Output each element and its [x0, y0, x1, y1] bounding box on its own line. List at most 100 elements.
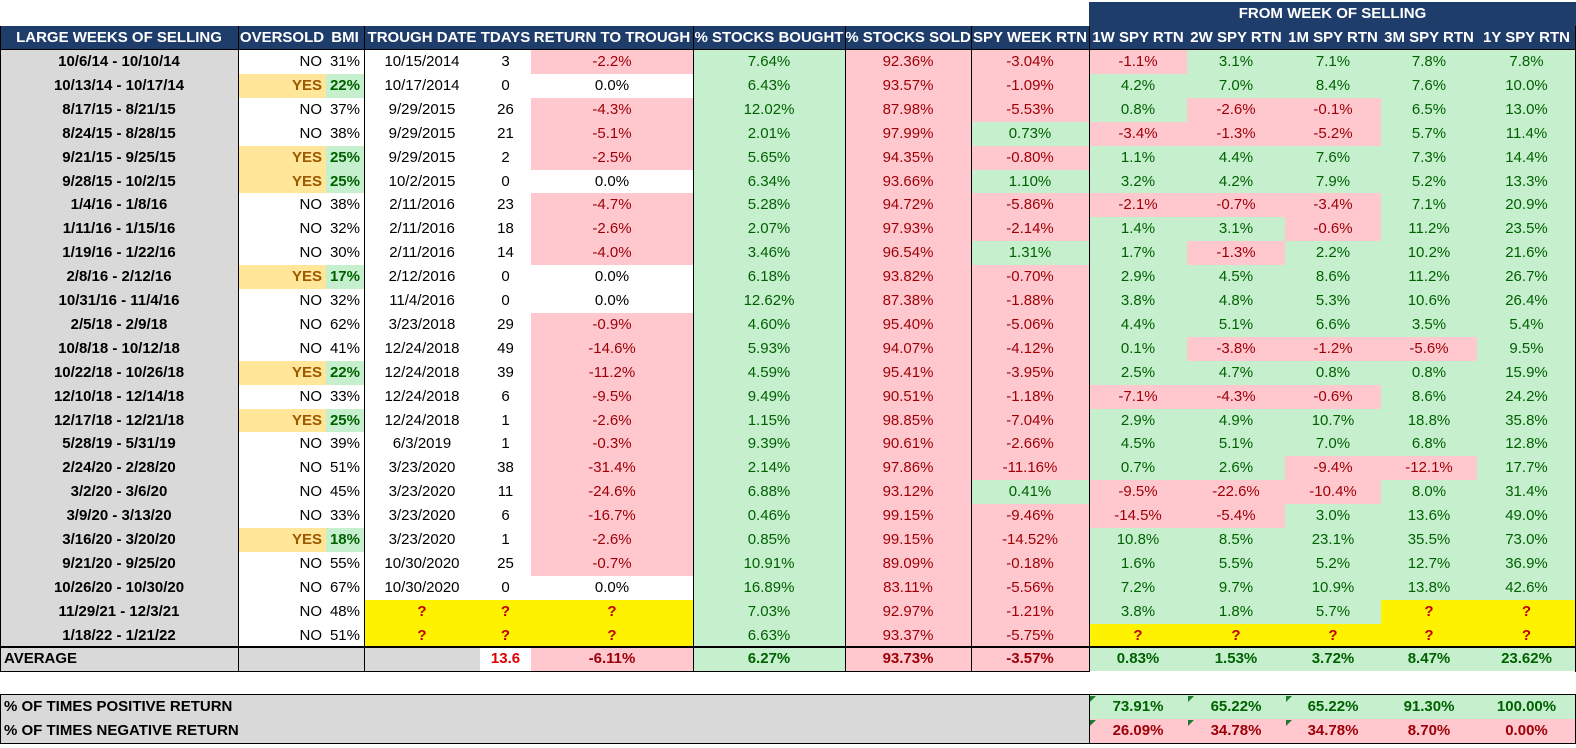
stocks-sold-cell[interactable]: 90.51% — [845, 385, 971, 409]
stocks-bought-cell[interactable]: 7.64% — [693, 50, 845, 74]
stocks-bought-cell[interactable]: 5.93% — [693, 337, 845, 361]
period-cell[interactable]: 3/16/20 - 3/20/20 — [0, 528, 238, 552]
trough-date-cell[interactable]: 2/11/2016 — [389, 196, 455, 213]
spy-1y-cell[interactable]: 35.8% — [1477, 409, 1576, 432]
spy-week-rtn-cell[interactable]: -1.18% — [971, 385, 1089, 409]
trough-date-cell[interactable]: 3/23/2020 — [388, 531, 456, 548]
spy-1w-cell[interactable]: 4.2% — [1089, 74, 1187, 98]
trough-date-cell[interactable]: 2/12/2016 — [388, 268, 456, 285]
stocks-bought-cell[interactable]: 5.65% — [693, 146, 845, 170]
spy-3m-cell[interactable]: 5.2% — [1381, 170, 1477, 193]
average-spy-week-rtn[interactable]: -3.57% — [971, 647, 1089, 671]
stocks-bought-cell[interactable]: 6.18% — [693, 265, 845, 289]
negative-spy-2w[interactable]: 34.78% — [1187, 719, 1285, 743]
stocks-sold-cell[interactable]: 94.35% — [845, 146, 971, 170]
spy-2w-cell[interactable]: 5.1% — [1187, 432, 1285, 456]
header-trough-date[interactable]: TROUGH DATE — [364, 26, 480, 50]
spy-3m-cell[interactable]: 13.6% — [1381, 504, 1477, 528]
spy-2w-cell[interactable]: -3.8% — [1187, 337, 1285, 361]
spy-1m-cell[interactable]: -5.2% — [1285, 122, 1381, 146]
spy-1m-cell[interactable]: 5.3% — [1285, 289, 1381, 313]
bmi-cell[interactable]: 17% — [326, 265, 364, 289]
spy-1m-cell[interactable]: -3.4% — [1285, 193, 1381, 217]
spy-1w-cell[interactable]: 0.1% — [1089, 337, 1187, 361]
period-cell[interactable]: 8/17/15 - 8/21/15 — [0, 98, 238, 122]
trough-date-cell[interactable]: 9/29/2015 — [388, 101, 456, 118]
return-to-trough-cell[interactable]: 0.0% — [594, 268, 630, 285]
oversold-cell[interactable]: YES — [238, 146, 326, 170]
spy-3m-cell[interactable]: ? — [1381, 624, 1477, 648]
spy-1m-cell[interactable]: 10.9% — [1285, 576, 1381, 600]
spy-1w-cell[interactable]: 4.4% — [1089, 313, 1187, 337]
spy-2w-cell[interactable]: 1.8% — [1187, 600, 1285, 624]
spy-1w-cell[interactable]: 1.6% — [1089, 552, 1187, 576]
spy-2w-cell[interactable]: 7.0% — [1187, 74, 1285, 98]
header-spy-2w[interactable]: 2W SPY RTN — [1187, 26, 1285, 50]
header-spy-1m[interactable]: 1M SPY RTN — [1285, 26, 1381, 50]
trough-date-cell[interactable]: ? — [364, 600, 480, 624]
positive-return-label[interactable]: % OF TIMES POSITIVE RETURN — [0, 695, 1089, 719]
header-stocks-sold[interactable]: % STOCKS SOLD — [845, 26, 971, 50]
trough-date-cell[interactable]: 10/30/2020 — [384, 555, 460, 572]
oversold-cell[interactable]: YES — [238, 409, 326, 432]
oversold-cell[interactable]: YES — [238, 361, 326, 385]
spy-week-rtn-cell[interactable]: -2.66% — [971, 432, 1089, 456]
spy-week-rtn-cell[interactable]: -1.21% — [971, 600, 1089, 624]
tdays-cell[interactable]: 26 — [497, 101, 514, 118]
spy-1w-cell[interactable]: 3.8% — [1089, 289, 1187, 313]
spy-week-rtn-cell[interactable]: -2.14% — [971, 217, 1089, 241]
spy-3m-cell[interactable]: 0.8% — [1381, 361, 1477, 385]
spy-1m-cell[interactable]: -0.6% — [1285, 217, 1381, 241]
stocks-bought-cell[interactable]: 7.03% — [693, 600, 845, 624]
bmi-cell[interactable]: 22% — [326, 361, 364, 385]
bmi-cell[interactable]: 18% — [326, 528, 364, 552]
header-return-to-trough[interactable]: RETURN TO TROUGH — [531, 26, 693, 50]
spy-1w-cell[interactable]: -9.5% — [1089, 480, 1187, 504]
stocks-sold-cell[interactable]: 87.98% — [845, 98, 971, 122]
negative-spy-1w[interactable]: 26.09% — [1089, 719, 1187, 743]
spy-1w-cell[interactable]: -2.1% — [1089, 193, 1187, 217]
tdays-cell[interactable]: 0 — [501, 292, 510, 309]
trough-date-cell[interactable]: 3/23/2020 — [388, 483, 456, 500]
spy-1w-cell[interactable]: 2.9% — [1089, 265, 1187, 289]
spy-week-rtn-cell[interactable]: -5.75% — [971, 624, 1089, 648]
spy-3m-cell[interactable]: 7.6% — [1381, 74, 1477, 98]
period-cell[interactable]: 10/31/16 - 11/4/16 — [0, 289, 238, 313]
average-spy-3m[interactable]: 8.47% — [1381, 647, 1477, 671]
period-cell[interactable]: 1/11/16 - 1/15/16 — [0, 217, 238, 241]
trough-date-cell[interactable]: 3/23/2020 — [388, 507, 456, 524]
stocks-bought-cell[interactable]: 12.62% — [693, 289, 845, 313]
period-cell[interactable]: 12/17/18 - 12/21/18 — [0, 409, 238, 432]
spy-3m-cell[interactable]: 11.2% — [1381, 217, 1477, 241]
spy-week-rtn-cell[interactable]: -0.70% — [971, 265, 1089, 289]
spy-1y-cell[interactable]: 73.0% — [1477, 528, 1576, 552]
stocks-sold-cell[interactable]: 94.72% — [845, 193, 971, 217]
header-oversold[interactable]: OVERSOLD — [238, 26, 326, 50]
stocks-sold-cell[interactable]: 98.85% — [845, 409, 971, 432]
spy-1m-cell[interactable]: 8.6% — [1285, 265, 1381, 289]
bmi-cell[interactable]: 62% — [329, 316, 360, 333]
stocks-bought-cell[interactable]: 0.46% — [693, 504, 845, 528]
average-spy-2w[interactable]: 1.53% — [1187, 647, 1285, 671]
spy-1y-cell[interactable]: 14.4% — [1477, 146, 1576, 170]
return-to-trough-cell[interactable]: -5.1% — [531, 122, 693, 146]
stocks-sold-cell[interactable]: 93.57% — [845, 74, 971, 98]
period-cell[interactable]: 2/24/20 - 2/28/20 — [0, 456, 238, 480]
tdays-cell[interactable]: 0 — [501, 579, 510, 596]
header-spy-1y[interactable]: 1Y SPY RTN — [1477, 26, 1576, 50]
stocks-bought-cell[interactable]: 6.63% — [693, 624, 845, 648]
spy-3m-cell[interactable]: 10.2% — [1381, 241, 1477, 265]
stocks-bought-cell[interactable]: 12.02% — [693, 98, 845, 122]
stocks-bought-cell[interactable]: 2.07% — [693, 217, 845, 241]
stocks-bought-cell[interactable]: 0.85% — [693, 528, 845, 552]
oversold-cell[interactable]: NO — [299, 388, 323, 405]
bmi-cell[interactable]: 25% — [326, 409, 364, 432]
spy-3m-cell[interactable]: -5.6% — [1381, 337, 1477, 361]
spy-1w-cell[interactable]: 3.2% — [1089, 170, 1187, 193]
bmi-cell[interactable]: 41% — [329, 340, 360, 357]
tdays-cell[interactable]: 3 — [501, 53, 510, 70]
return-to-trough-cell[interactable]: 0.0% — [594, 579, 630, 596]
spy-2w-cell[interactable]: -1.3% — [1187, 241, 1285, 265]
average-spy-1m[interactable]: 3.72% — [1285, 647, 1381, 671]
stocks-bought-cell[interactable]: 10.91% — [693, 552, 845, 576]
